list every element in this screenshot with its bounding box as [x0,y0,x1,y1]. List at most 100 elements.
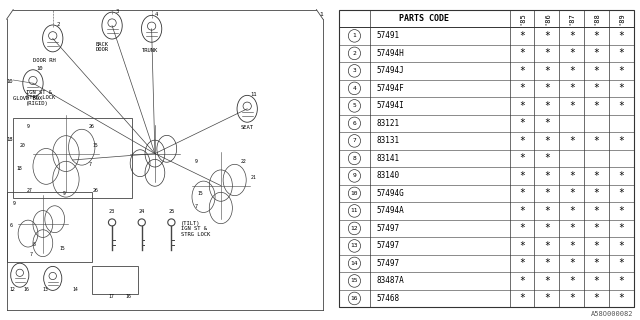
Text: 13: 13 [351,244,358,248]
Text: 11: 11 [250,92,257,97]
Text: *: * [594,84,600,93]
Text: 21: 21 [250,175,256,180]
Text: *: * [519,276,525,286]
Text: *: * [594,171,600,181]
Text: *: * [594,66,600,76]
Text: *: * [519,223,525,233]
Text: *: * [569,136,575,146]
Text: 15: 15 [92,143,98,148]
Text: 17: 17 [109,294,115,299]
Text: *: * [519,188,525,198]
Text: *: * [544,188,550,198]
Text: 3: 3 [353,68,356,73]
Text: 12: 12 [351,226,358,231]
Text: '85: '85 [519,12,525,25]
Text: 20: 20 [20,143,26,148]
Text: *: * [544,276,550,286]
Text: *: * [569,31,575,41]
Text: 16: 16 [125,294,131,299]
Text: 9: 9 [26,124,29,129]
Text: *: * [519,66,525,76]
Text: 25: 25 [168,209,174,214]
Text: *: * [594,223,600,233]
Text: 24: 24 [138,209,145,214]
Text: 14: 14 [72,287,78,292]
Text: 57494G: 57494G [376,189,404,198]
Text: *: * [618,276,624,286]
Text: GLOVE BOX: GLOVE BOX [13,96,42,101]
Text: *: * [618,48,624,58]
Text: 14: 14 [351,261,358,266]
Text: *: * [519,171,525,181]
Text: 27: 27 [26,188,32,193]
Text: 10: 10 [36,66,43,71]
Text: 7: 7 [195,204,197,209]
Text: '89: '89 [618,12,625,25]
Text: *: * [618,206,624,216]
Text: 57497: 57497 [376,224,399,233]
Text: PARTS CODE: PARTS CODE [399,14,449,23]
Text: 15: 15 [198,191,204,196]
Text: 9: 9 [13,201,16,206]
Text: *: * [519,101,525,111]
Text: *: * [544,153,550,164]
Text: *: * [569,188,575,198]
Text: 83141: 83141 [376,154,399,163]
Text: *: * [618,293,624,303]
Text: *: * [594,101,600,111]
Text: 11: 11 [351,208,358,213]
Text: 57494H: 57494H [376,49,404,58]
Text: *: * [618,259,624,268]
Text: *: * [569,48,575,58]
Text: *: * [618,188,624,198]
Text: 57494J: 57494J [376,66,404,76]
Text: *: * [519,48,525,58]
Text: 10: 10 [351,191,358,196]
Text: 12: 12 [10,287,15,292]
Text: *: * [544,66,550,76]
Text: *: * [569,276,575,286]
Text: DOOR RH: DOOR RH [33,58,56,63]
Text: *: * [618,84,624,93]
Text: 3: 3 [115,9,118,14]
Text: 9: 9 [195,159,197,164]
Text: *: * [519,118,525,128]
Text: *: * [544,259,550,268]
Text: '88: '88 [593,12,600,25]
Bar [6,192,92,262]
Text: 57494F: 57494F [376,84,404,93]
Text: 9: 9 [63,191,65,196]
Bar [13,118,132,198]
Text: 6: 6 [10,223,13,228]
Text: '87: '87 [569,12,575,25]
Text: *: * [544,101,550,111]
Text: 7: 7 [353,138,356,143]
Text: 13: 13 [43,287,49,292]
Text: 10: 10 [6,79,13,84]
Text: 57494I: 57494I [376,101,404,110]
Text: 6: 6 [353,121,356,126]
Text: 83131: 83131 [376,136,399,145]
Text: 26: 26 [92,188,98,193]
Text: *: * [544,223,550,233]
Text: IGN ST &
STRG LOCK
(RIGID): IGN ST & STRG LOCK (RIGID) [26,90,56,106]
Text: *: * [544,118,550,128]
Text: *: * [594,206,600,216]
Text: 1: 1 [320,12,323,17]
Text: *: * [594,241,600,251]
Text: *: * [544,84,550,93]
Text: *: * [618,101,624,111]
Text: *: * [594,293,600,303]
Text: *: * [594,259,600,268]
Text: *: * [519,293,525,303]
Text: *: * [519,136,525,146]
Text: *: * [569,66,575,76]
Text: 5: 5 [353,103,356,108]
Text: *: * [544,206,550,216]
Text: *: * [544,241,550,251]
Text: *: * [594,48,600,58]
Text: 57497: 57497 [376,241,399,251]
Text: 7: 7 [89,163,92,167]
Text: 16: 16 [23,287,29,292]
Text: 57497: 57497 [376,259,399,268]
